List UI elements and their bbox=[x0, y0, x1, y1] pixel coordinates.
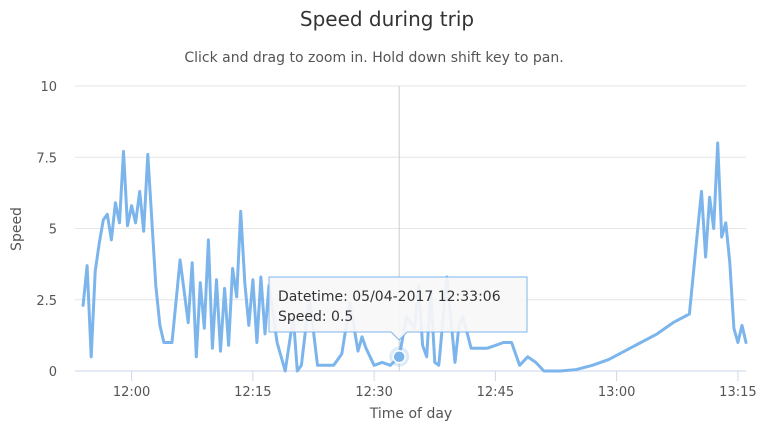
tooltip-datetime: Datetime: 05/04-2017 12:33:06 bbox=[278, 289, 501, 305]
y-axis-title: Speed bbox=[9, 207, 25, 251]
x-tick-label: 13:15 bbox=[719, 385, 756, 400]
tooltip-box bbox=[268, 276, 528, 341]
y-tick-label: 0 bbox=[49, 365, 57, 380]
x-axis-title: Time of day bbox=[369, 406, 452, 422]
y-tick-label: 2.5 bbox=[36, 294, 57, 309]
x-tick-label: 12:15 bbox=[234, 385, 271, 400]
x-axis-ticks: 12:00 12:15 12:30 12:45 13:00 13:15 bbox=[113, 371, 757, 400]
tooltip: Datetime: 05/04-2017 12:33:06 Speed: 0.5 bbox=[268, 276, 528, 341]
hover-point[interactable] bbox=[392, 350, 406, 364]
y-tick-label: 10 bbox=[40, 80, 57, 95]
chart-title: Speed during trip bbox=[300, 7, 474, 31]
y-tick-label: 5 bbox=[49, 223, 57, 238]
x-tick-label: 12:00 bbox=[113, 385, 150, 400]
gridlines bbox=[75, 85, 746, 301]
tooltip-speed: Speed: 0.5 bbox=[278, 309, 353, 325]
y-axis-ticks: 0 2.5 5 7.5 10 bbox=[36, 80, 57, 380]
x-tick-label: 12:45 bbox=[477, 385, 514, 400]
chart-subtitle: Click and drag to zoom in. Hold down shi… bbox=[184, 50, 563, 66]
x-tick-label: 13:00 bbox=[598, 385, 635, 400]
y-tick-label: 7.5 bbox=[36, 151, 57, 166]
x-tick-label: 12:30 bbox=[355, 385, 392, 400]
speed-series-line[interactable] bbox=[81, 141, 748, 373]
